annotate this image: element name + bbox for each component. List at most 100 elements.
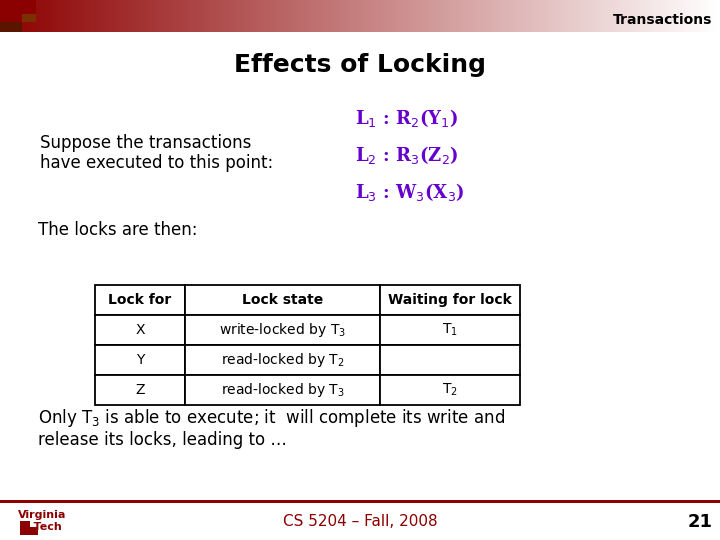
Bar	[661, 0, 662, 32]
Bar	[458, 0, 459, 32]
Bar	[308, 0, 309, 32]
Bar	[662, 0, 663, 32]
Bar	[268, 0, 269, 32]
Bar	[117, 0, 118, 32]
Bar	[246, 0, 247, 32]
Bar	[380, 375, 520, 405]
Bar	[212, 0, 213, 32]
Bar	[449, 0, 450, 32]
Bar	[223, 0, 224, 32]
Bar	[540, 0, 541, 32]
Bar	[244, 0, 245, 32]
Bar	[493, 0, 494, 32]
Bar	[36, 0, 37, 32]
Bar	[349, 0, 350, 32]
Bar	[102, 0, 103, 32]
Bar	[422, 0, 423, 32]
Bar	[107, 0, 108, 32]
Bar	[574, 0, 575, 32]
Bar	[40, 0, 41, 32]
Bar	[165, 0, 166, 32]
Bar	[219, 0, 220, 32]
Bar	[11, 0, 12, 32]
Bar	[254, 0, 255, 32]
Bar	[105, 0, 106, 32]
Bar	[227, 0, 228, 32]
Bar	[553, 0, 554, 32]
Bar	[243, 0, 244, 32]
Bar	[548, 0, 549, 32]
Bar	[43, 0, 44, 32]
Bar	[110, 0, 111, 32]
Bar	[546, 0, 547, 32]
Bar	[233, 0, 234, 32]
Text: L$_2$ : R$_3$(Z$_2$): L$_2$ : R$_3$(Z$_2$)	[355, 144, 458, 166]
Bar	[480, 0, 481, 32]
Bar	[149, 0, 150, 32]
Bar	[376, 0, 377, 32]
Bar	[696, 0, 697, 32]
Bar	[145, 0, 146, 32]
Bar	[423, 0, 424, 32]
Text: Z: Z	[135, 383, 145, 397]
Bar	[303, 0, 304, 32]
Bar	[100, 0, 101, 32]
Bar	[186, 0, 187, 32]
Bar	[1, 0, 2, 32]
Bar	[239, 0, 240, 32]
Bar	[496, 0, 497, 32]
Bar	[533, 0, 534, 32]
Bar	[417, 0, 418, 32]
Bar	[192, 0, 193, 32]
Bar	[646, 0, 647, 32]
Bar	[138, 0, 139, 32]
Bar	[608, 0, 609, 32]
Bar	[564, 0, 565, 32]
Bar	[21, 0, 22, 32]
Bar	[86, 0, 87, 32]
Bar	[111, 0, 112, 32]
Bar	[657, 0, 658, 32]
Bar	[73, 0, 74, 32]
Bar	[558, 0, 559, 32]
Bar	[430, 0, 431, 32]
Bar	[282, 0, 283, 32]
Bar	[46, 0, 47, 32]
Bar	[581, 0, 582, 32]
Bar	[115, 0, 116, 32]
Bar	[538, 0, 539, 32]
Bar	[715, 0, 716, 32]
Bar	[554, 0, 555, 32]
Bar	[151, 0, 152, 32]
Bar	[242, 0, 243, 32]
Bar	[251, 0, 252, 32]
Bar	[650, 0, 651, 32]
Bar	[415, 0, 416, 32]
Bar	[44, 0, 45, 32]
Bar	[542, 0, 543, 32]
Bar	[407, 0, 408, 32]
Bar	[615, 0, 616, 32]
Bar	[485, 0, 486, 32]
Bar	[344, 0, 345, 32]
Bar	[352, 0, 353, 32]
Bar	[164, 0, 165, 32]
Bar	[131, 0, 132, 32]
Bar	[619, 0, 620, 32]
Bar	[99, 0, 100, 32]
Bar	[687, 0, 688, 32]
Bar	[659, 0, 660, 32]
Bar	[60, 0, 61, 32]
Bar	[322, 0, 323, 32]
Bar	[616, 0, 617, 32]
Bar	[426, 0, 427, 32]
Bar	[198, 0, 199, 32]
Bar	[492, 0, 493, 32]
Bar	[185, 375, 380, 405]
Bar	[612, 0, 613, 32]
Bar	[503, 0, 504, 32]
Bar	[358, 0, 359, 32]
Bar	[675, 0, 676, 32]
Bar	[663, 0, 664, 32]
Bar	[175, 0, 176, 32]
